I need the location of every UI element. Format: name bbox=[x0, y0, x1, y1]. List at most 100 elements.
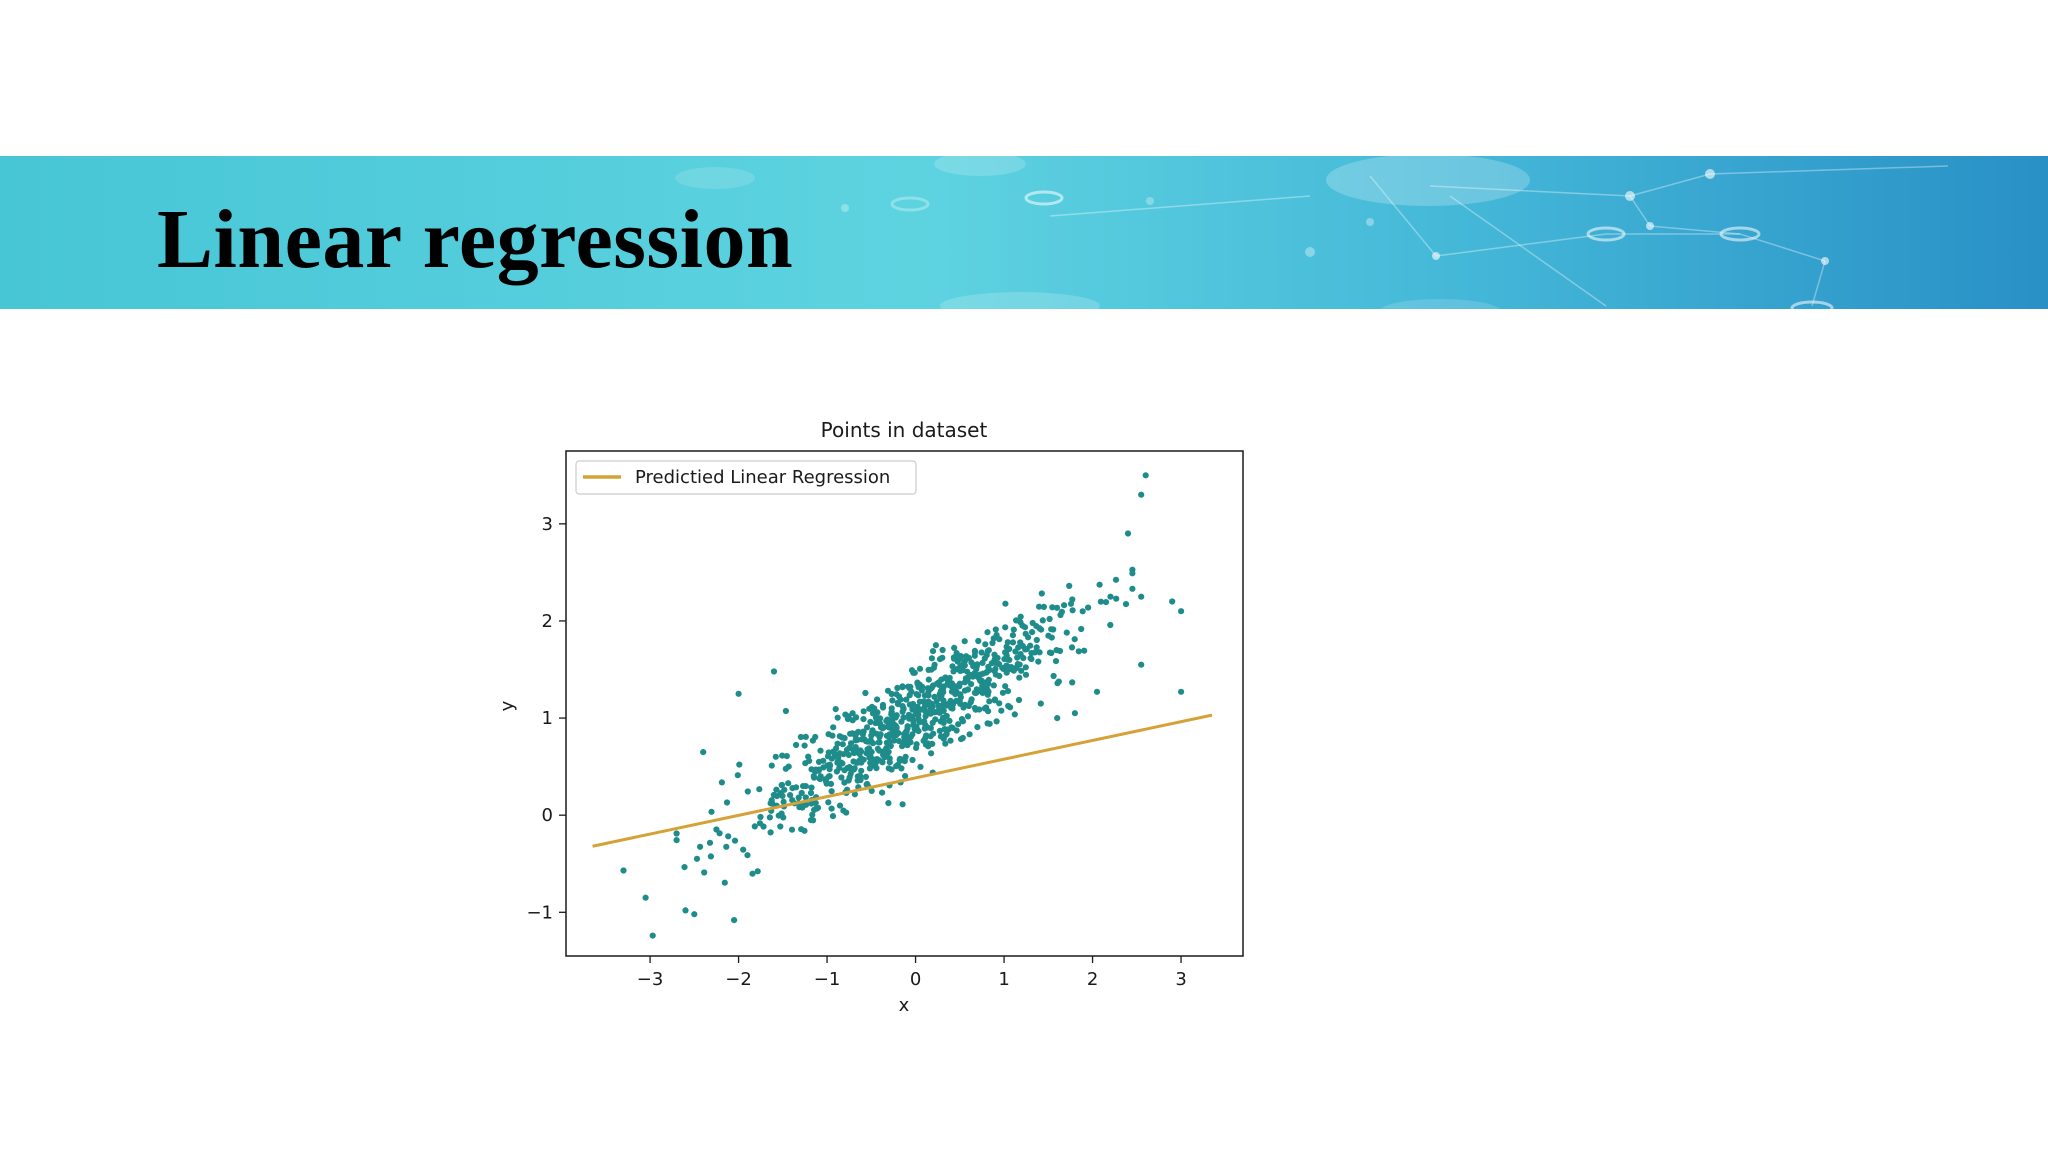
y-tick-label: 0 bbox=[542, 805, 553, 826]
data-point bbox=[1022, 630, 1029, 637]
data-point bbox=[931, 693, 938, 701]
data-point bbox=[1020, 654, 1027, 662]
data-point bbox=[1063, 629, 1070, 636]
y-tick-label: 2 bbox=[542, 611, 553, 632]
data-point bbox=[708, 808, 715, 815]
data-point bbox=[936, 704, 943, 711]
data-point bbox=[904, 723, 911, 730]
data-point bbox=[828, 805, 835, 812]
data-point bbox=[879, 759, 886, 766]
data-point bbox=[929, 719, 936, 726]
data-point bbox=[731, 837, 739, 844]
data-point bbox=[826, 773, 833, 780]
data-point bbox=[1178, 608, 1185, 615]
data-point bbox=[931, 661, 938, 668]
data-point bbox=[836, 802, 844, 809]
x-tick-label: 3 bbox=[1175, 969, 1186, 990]
data-point bbox=[984, 720, 991, 727]
data-point bbox=[780, 814, 787, 821]
data-point bbox=[1122, 601, 1130, 608]
data-point bbox=[901, 758, 908, 765]
data-point bbox=[920, 737, 927, 744]
data-point bbox=[1050, 672, 1057, 680]
data-point bbox=[957, 653, 964, 660]
data-point bbox=[1009, 639, 1017, 646]
data-point bbox=[866, 754, 873, 761]
data-point bbox=[1093, 688, 1101, 695]
data-point bbox=[845, 777, 852, 784]
data-point bbox=[795, 794, 802, 801]
data-point bbox=[840, 807, 847, 814]
data-point bbox=[888, 705, 895, 712]
data-point bbox=[927, 725, 934, 732]
data-point bbox=[845, 715, 852, 722]
data-point bbox=[1011, 711, 1018, 718]
data-point bbox=[897, 696, 904, 703]
data-point bbox=[749, 870, 756, 877]
data-point bbox=[862, 773, 870, 781]
data-point bbox=[1019, 642, 1026, 650]
data-point bbox=[921, 692, 929, 699]
data-point bbox=[1027, 655, 1034, 662]
data-point bbox=[946, 674, 953, 682]
data-point bbox=[851, 749, 858, 757]
data-point bbox=[863, 781, 870, 788]
data-point bbox=[1016, 661, 1023, 668]
data-point bbox=[961, 638, 968, 645]
data-point bbox=[923, 732, 930, 739]
data-point bbox=[854, 736, 861, 743]
data-point bbox=[1002, 683, 1009, 690]
data-point bbox=[836, 764, 843, 772]
data-point bbox=[773, 786, 780, 793]
data-point bbox=[1049, 604, 1056, 611]
data-point bbox=[940, 683, 948, 690]
data-point bbox=[937, 733, 945, 740]
data-point bbox=[809, 811, 816, 818]
data-point bbox=[915, 692, 922, 699]
data-point bbox=[913, 744, 920, 752]
data-point bbox=[642, 894, 649, 901]
data-point bbox=[858, 767, 865, 774]
data-point bbox=[744, 788, 751, 795]
data-point bbox=[1013, 617, 1020, 624]
data-point bbox=[1102, 599, 1110, 606]
data-point bbox=[770, 668, 778, 675]
data-point bbox=[985, 647, 992, 654]
data-point bbox=[885, 800, 892, 807]
data-point bbox=[889, 733, 897, 740]
data-point bbox=[782, 765, 789, 772]
data-point bbox=[850, 766, 857, 773]
data-point bbox=[921, 703, 929, 710]
data-point bbox=[812, 733, 819, 741]
data-point bbox=[744, 852, 751, 859]
data-point bbox=[917, 706, 924, 713]
data-point bbox=[978, 649, 985, 656]
x-tick-label: −1 bbox=[814, 969, 841, 990]
data-point bbox=[868, 787, 875, 795]
data-point bbox=[756, 786, 763, 793]
data-point bbox=[735, 690, 742, 697]
data-point bbox=[716, 830, 723, 837]
data-point bbox=[867, 718, 874, 726]
data-point bbox=[847, 740, 855, 747]
data-point bbox=[1040, 603, 1047, 611]
data-point bbox=[1054, 715, 1061, 722]
data-point bbox=[879, 704, 887, 711]
data-point bbox=[756, 820, 764, 827]
data-point bbox=[1036, 649, 1043, 656]
data-point bbox=[983, 679, 990, 686]
data-point bbox=[866, 705, 873, 712]
data-point bbox=[797, 733, 805, 741]
data-point bbox=[900, 741, 907, 748]
data-point bbox=[910, 669, 917, 676]
data-point bbox=[789, 797, 796, 804]
x-tick-label: 2 bbox=[1087, 969, 1098, 990]
data-point bbox=[1002, 600, 1009, 607]
data-point bbox=[736, 761, 743, 768]
data-point bbox=[907, 733, 915, 740]
data-point bbox=[990, 635, 997, 642]
y-axis: −1 0 1 2 3 bbox=[526, 514, 566, 923]
data-point bbox=[900, 706, 907, 713]
data-point bbox=[885, 765, 892, 772]
data-point bbox=[889, 697, 896, 704]
